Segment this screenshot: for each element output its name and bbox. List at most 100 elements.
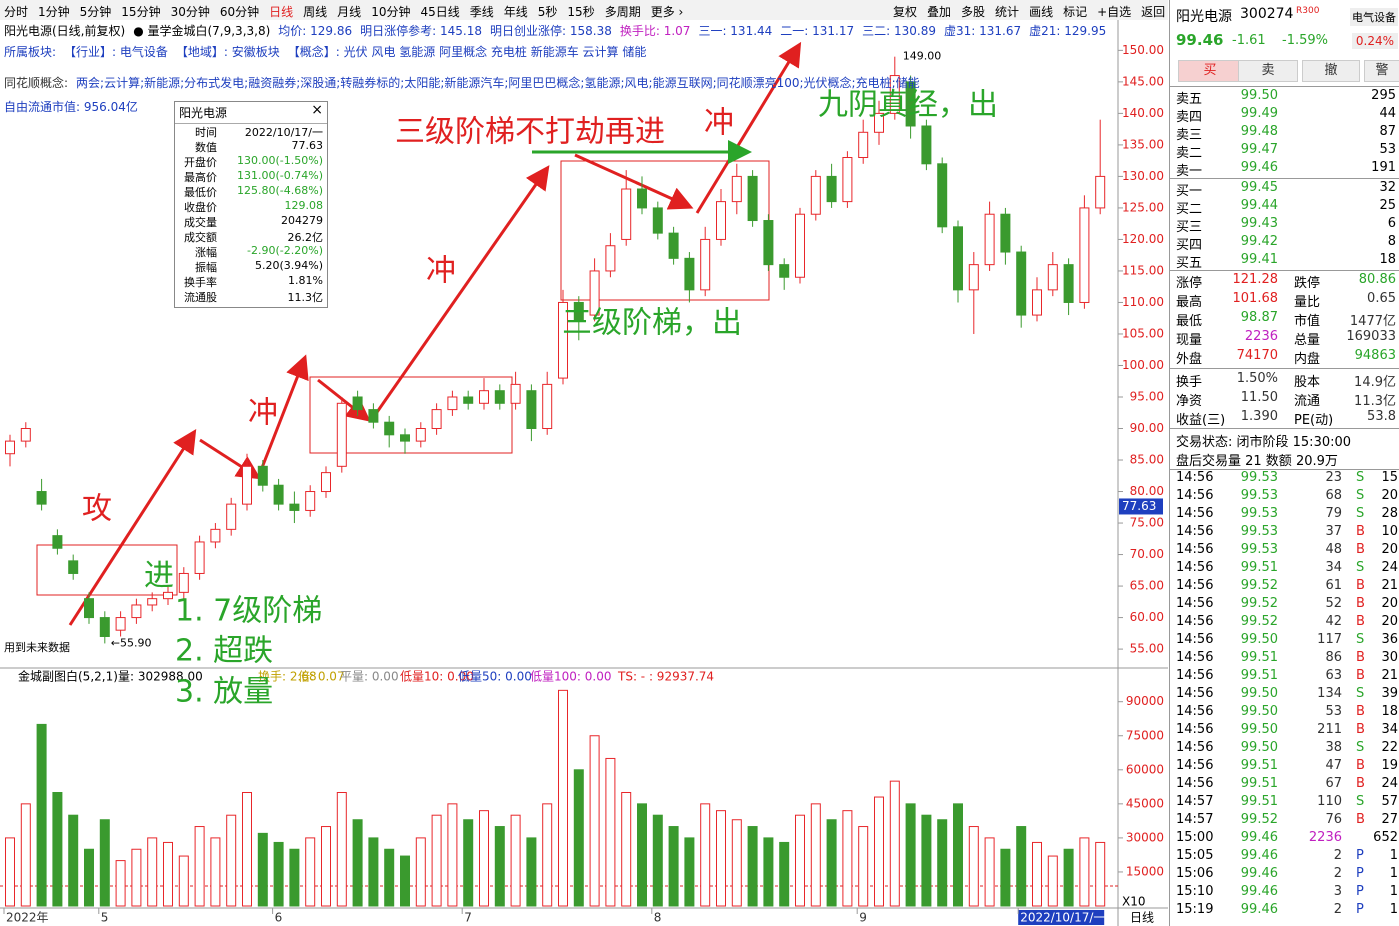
- info-line: 自由流通市值: 956.04亿: [4, 98, 1114, 115]
- separator: [1170, 270, 1399, 271]
- period-tab[interactable]: 60分钟: [219, 5, 260, 19]
- trade-volume: 3: [1333, 884, 1342, 899]
- trade-side: P: [1356, 866, 1364, 881]
- indicator-header: 低量50: 0.00: [458, 670, 532, 684]
- period-tab[interactable]: 季线: [469, 5, 494, 19]
- book-label: 卖三: [1176, 128, 1203, 143]
- tool-button[interactable]: +自选: [1097, 5, 1132, 19]
- period-tab[interactable]: 15分钟: [121, 5, 161, 19]
- volume-bar: [637, 803, 647, 907]
- period-tab[interactable]: 周线: [303, 5, 328, 19]
- period-toolbar[interactable]: 分时 1分钟 5分钟 15分钟 30分钟 60分钟 日线 周线 月线 10分钟 45日线 季线 年线 5秒…: [4, 3, 693, 20]
- trade-price: 99.51: [1240, 758, 1278, 773]
- period-tab[interactable]: 多周期: [604, 5, 641, 19]
- stat-value: 74170: [1236, 348, 1278, 363]
- trade-side: B: [1356, 542, 1365, 557]
- tool-button[interactable]: 多股: [961, 5, 986, 19]
- period-tab[interactable]: 30分钟: [170, 5, 210, 19]
- trade-side: B: [1356, 614, 1365, 629]
- volume-bar: [668, 826, 679, 907]
- volume-bar: [621, 792, 632, 907]
- trade-side: B: [1356, 704, 1365, 719]
- x-tick-label: 6: [275, 911, 283, 925]
- info-box-value: 125.80(-4.68%): [237, 184, 323, 197]
- book-price: 99.43: [1240, 216, 1278, 231]
- volume-bar: [336, 792, 347, 907]
- sector: 电气设备: [1350, 8, 1398, 26]
- trade-volume: 48: [1325, 542, 1342, 557]
- period-tab[interactable]: 10分钟: [371, 5, 411, 19]
- trade-volume: 37: [1325, 524, 1342, 539]
- stat-value: 80.86: [1358, 272, 1396, 287]
- indicator-header: 倍: 0.07: [298, 669, 345, 684]
- price: 99.46: [1176, 31, 1224, 49]
- period-tab[interactable]: 1分钟: [38, 5, 70, 19]
- trade-price: 99.52: [1240, 578, 1278, 593]
- trade-side: P: [1356, 884, 1364, 899]
- tool-button[interactable]: 统计: [995, 5, 1020, 19]
- tool-button[interactable]: 标记: [1063, 5, 1088, 19]
- stat-value: 98.87: [1240, 310, 1278, 325]
- trade-price: 99.50: [1240, 686, 1278, 701]
- volume-bar: [526, 837, 537, 907]
- trade-button[interactable]: 撤: [1302, 60, 1360, 82]
- stat-label: 涨停: [1176, 276, 1203, 291]
- tool-button[interactable]: 叠加: [927, 5, 952, 19]
- y-tick-label: 100.00: [1122, 358, 1164, 372]
- tool-toolbar[interactable]: 复权 叠加 多股 统计 画线 标记 +自选 返回: [893, 3, 1175, 20]
- trade-price: 99.50: [1240, 740, 1278, 755]
- candle-body: [431, 409, 442, 430]
- volume-bar: [431, 814, 442, 907]
- trade-count: 57: [1381, 794, 1398, 809]
- period-tab[interactable]: 分时: [4, 5, 29, 19]
- volume-bar: [163, 841, 173, 907]
- trade-time: 15:10: [1176, 884, 1214, 899]
- trade-volume: 117: [1317, 632, 1342, 647]
- trade-side: P: [1356, 848, 1364, 863]
- period-tab[interactable]: 5秒: [537, 5, 558, 19]
- info-box-close[interactable]: ×: [311, 102, 323, 118]
- volume-bar: [716, 810, 726, 907]
- info-item: 明日涨停参考: 145.18: [360, 24, 482, 38]
- volume-bar: [731, 819, 742, 907]
- trade-button[interactable]: 买: [1178, 60, 1242, 82]
- volume-bar: [242, 792, 252, 907]
- y-tick-label: 80.00: [1130, 484, 1164, 498]
- info-item: 同花顺概念:: [4, 76, 69, 90]
- candle-body: [668, 232, 679, 259]
- tool-button[interactable]: 画线: [1029, 5, 1054, 19]
- info-box-label: 收盘价: [184, 201, 217, 214]
- period-tab[interactable]: 日线: [269, 5, 294, 19]
- period-tab[interactable]: 15秒: [567, 5, 595, 19]
- pct: -1.59%: [1282, 33, 1328, 48]
- period-tab[interactable]: 45日线: [420, 5, 460, 19]
- tool-button[interactable]: 返回: [1141, 5, 1166, 19]
- trade-price: 99.51: [1240, 668, 1278, 683]
- trade-side: S: [1356, 506, 1365, 521]
- stock-name: 阳光电源: [1176, 9, 1232, 25]
- volume-bar: [131, 848, 142, 907]
- y-tick-label: 95.00: [1130, 389, 1164, 403]
- period-tab[interactable]: 月线: [337, 5, 362, 19]
- period-tab[interactable]: 5分钟: [79, 5, 112, 19]
- trade-time: 14:56: [1176, 776, 1214, 791]
- volume-bar: [305, 837, 316, 907]
- period-tab[interactable]: 年线: [503, 5, 528, 19]
- y-tick-label: 75000: [1126, 728, 1164, 742]
- trade-side: S: [1356, 470, 1365, 485]
- volume-bar: [36, 723, 47, 907]
- tool-button[interactable]: 复权: [893, 5, 918, 19]
- candle-body: [479, 390, 489, 404]
- trade-side: B: [1356, 812, 1365, 827]
- trade-button[interactable]: 卖: [1238, 60, 1298, 82]
- trade-button[interactable]: 警: [1364, 60, 1399, 82]
- candle-body: [716, 201, 726, 240]
- candle-body: [368, 409, 379, 423]
- stat-value: 101.68: [1232, 291, 1279, 306]
- y-tick-label: 30000: [1126, 830, 1164, 844]
- period-tab[interactable]: 更多 ›: [650, 5, 684, 19]
- volume-bar: [447, 803, 458, 907]
- cursor-label: 77.63: [1122, 499, 1156, 513]
- volume-bar: [226, 814, 237, 907]
- candle-body: [652, 207, 663, 234]
